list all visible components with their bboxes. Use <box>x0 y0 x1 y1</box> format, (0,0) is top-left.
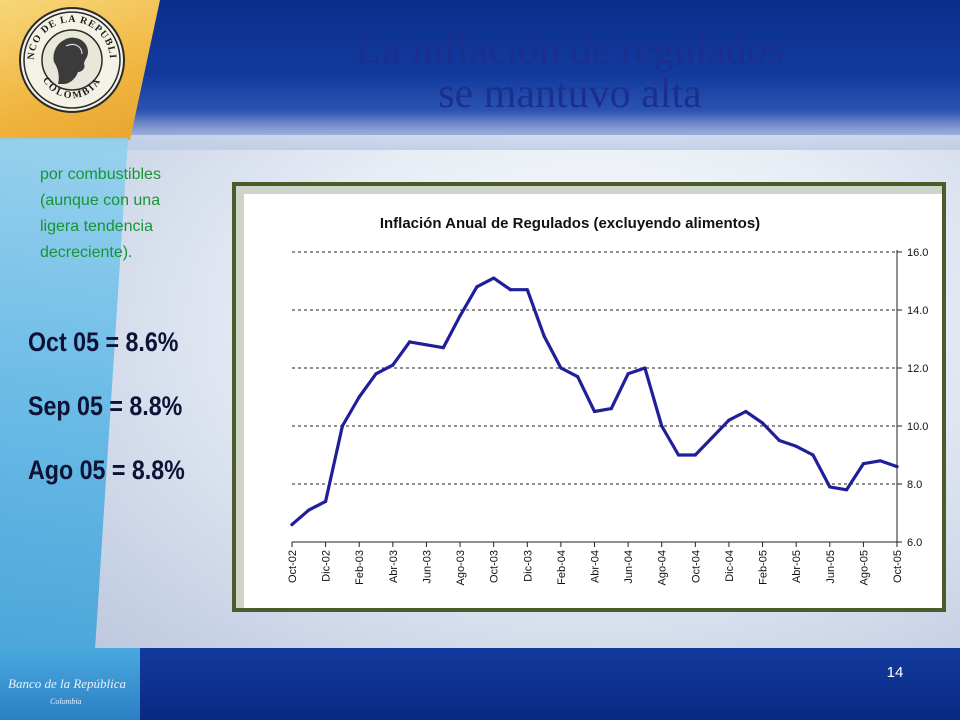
note-text: por combustibles (aunque con una ligera … <box>40 162 210 266</box>
data-point <box>458 314 462 318</box>
data-point <box>811 453 815 457</box>
x-tick-label: Jun-03 <box>421 550 433 584</box>
y-tick-labels: 6.0 8.0 10.0 12.0 14.0 16.0 <box>907 247 928 549</box>
x-tick-label: Jun-05 <box>825 550 837 584</box>
data-point <box>576 375 580 379</box>
data-point <box>340 424 345 428</box>
data-point <box>408 340 412 344</box>
grid-lines <box>292 251 897 485</box>
note-line: decreciente). <box>40 244 133 261</box>
y-tick-label: 10.0 <box>907 421 928 433</box>
data-point <box>324 499 328 503</box>
data-point <box>424 343 429 347</box>
note-line: (aunque con una <box>40 192 161 209</box>
x-tick-label: Oct-02 <box>287 550 299 583</box>
data-point <box>441 346 445 350</box>
data-point <box>844 488 849 492</box>
data-point <box>357 395 361 399</box>
chart-area: Inflación Anual de Regulados (excluyendo… <box>244 194 942 608</box>
title-line-2: se mantuvo alta <box>438 71 702 117</box>
latest-values: Oct 05 = 8.6% Sep 05 = 8.8% Ago 05 = 8.8… <box>28 322 248 514</box>
x-tick-label: Ago-05 <box>858 550 870 585</box>
x-tick-label: Oct-05 <box>892 550 904 583</box>
data-point <box>676 453 681 457</box>
data-point <box>475 285 479 289</box>
x-tick-label: Dic-03 <box>522 550 534 582</box>
data-point <box>592 409 597 414</box>
data-point <box>391 363 395 367</box>
header-band-fade <box>0 110 960 150</box>
line-chart: Inflación Anual de Regulados (excluyendo… <box>287 215 928 585</box>
x-tick-label: Dic-04 <box>724 550 736 582</box>
footer-logo-text: Banco de la República <box>8 676 127 691</box>
x-tick-label: Feb-03 <box>354 550 366 585</box>
y-tick-label: 16.0 <box>907 247 928 259</box>
chart-title: Inflación Anual de Regulados (excluyendo… <box>380 215 760 232</box>
x-tick-labels: Oct-02 Dic-02 Feb-03 Abr-03 Jun-03 Ago-03 Oct-… <box>287 550 904 585</box>
data-point <box>290 523 294 527</box>
y-tick-label: 14.0 <box>907 305 928 317</box>
data-point <box>626 372 630 376</box>
x-tick-label: Dic-02 <box>321 550 333 582</box>
x-tick-label: Abr-05 <box>791 550 803 583</box>
data-point <box>492 276 496 280</box>
x-tick-label: Ago-03 <box>455 550 467 585</box>
x-tick-label: Oct-04 <box>690 550 702 583</box>
footer-logo-subtext: Colombia <box>50 697 82 706</box>
value-ago-05: Ago 05 = 8.8% <box>28 455 185 485</box>
bank-seal-logo: BANCO DE LA REPUBLICA COLOMBIA <box>18 6 125 113</box>
data-point <box>559 366 563 370</box>
series-line <box>290 276 899 527</box>
x-tick-label: Feb-05 <box>758 550 770 585</box>
y-tick-label: 8.0 <box>907 479 922 491</box>
data-point <box>693 453 697 457</box>
data-point <box>861 462 865 466</box>
title-line-1: La inflación de regulados <box>356 27 784 73</box>
data-point <box>760 421 765 425</box>
x-tick-label: Abr-04 <box>590 550 602 583</box>
chart-frame: Inflación Anual de Regulados (excluyendo… <box>232 182 946 612</box>
data-point <box>710 436 714 440</box>
data-point <box>609 407 613 411</box>
data-point <box>307 508 311 512</box>
x-tick-label: Ago-04 <box>657 550 669 585</box>
footer-band <box>0 648 960 720</box>
series-layer <box>290 276 899 527</box>
data-point <box>878 459 882 463</box>
slide-title: La inflación de regulados se mantuvo alt… <box>290 28 850 116</box>
page-number: 14 <box>886 664 904 681</box>
x-tick-label: Jun-04 <box>623 550 635 584</box>
data-point <box>727 418 731 422</box>
x-tick-label: Oct-03 <box>489 550 501 583</box>
data-point <box>794 444 798 448</box>
data-point <box>895 465 899 469</box>
y-tick-label: 12.0 <box>907 363 928 375</box>
data-point <box>777 438 781 443</box>
chart-frame-inner: Inflación Anual de Regulados (excluyendo… <box>236 186 942 608</box>
data-point <box>643 366 647 370</box>
x-tick-label: Feb-04 <box>556 550 568 585</box>
data-point <box>828 485 832 489</box>
data-point <box>508 288 513 292</box>
note-line: por combustibles <box>40 166 161 183</box>
note-line: ligera tendencia <box>40 218 153 235</box>
data-point <box>660 424 664 428</box>
value-sep-05: Sep 05 = 8.8% <box>28 391 183 421</box>
data-point <box>374 372 378 376</box>
data-point <box>525 288 529 292</box>
footer-logo-panel <box>0 648 140 720</box>
data-point <box>744 409 748 414</box>
value-oct-05: Oct 05 = 8.6% <box>28 327 179 357</box>
axes <box>291 250 902 547</box>
x-tick-label: Abr-03 <box>388 550 400 583</box>
y-tick-label: 6.0 <box>907 537 922 549</box>
data-point <box>542 334 546 338</box>
